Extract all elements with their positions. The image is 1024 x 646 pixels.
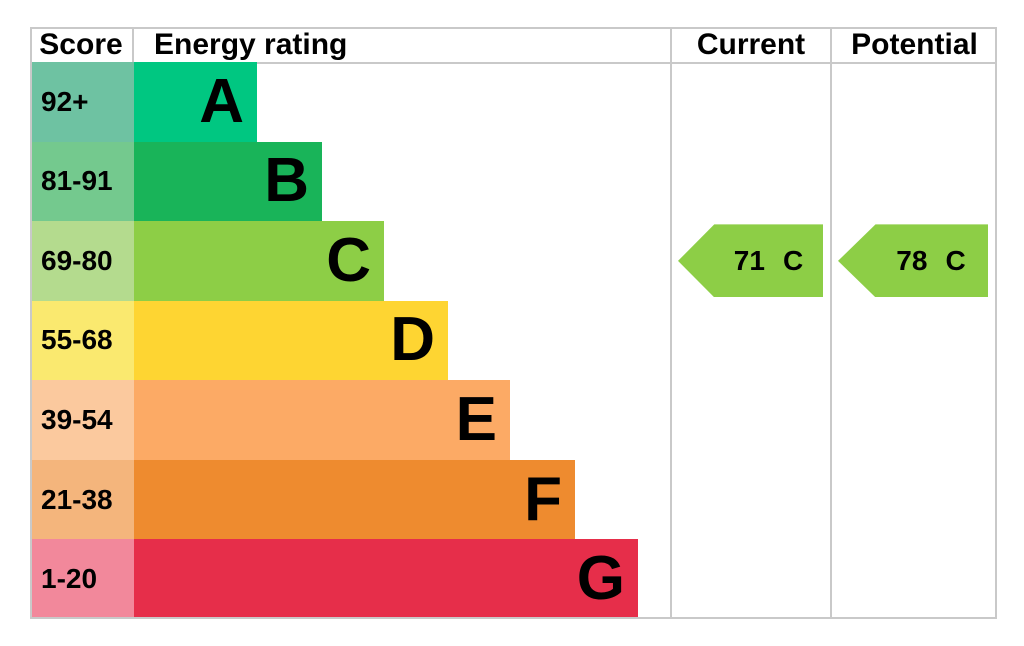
band-letter: G [576,544,625,614]
band-row: 1-20 G [30,539,997,619]
header-score: Score [39,27,123,61]
band-letter: A [199,66,244,136]
band-bar: F [134,459,575,540]
band-score-range: 81-91 [30,141,134,222]
header-divider-line [30,62,997,64]
band-row: 39-54 E [30,380,997,460]
band-bar: B [134,141,322,222]
band-letter: D [390,305,435,375]
band-score-range: 92+ [30,62,134,142]
current-column-divider [670,27,672,619]
current-rating-arrow: 71 C [678,224,823,298]
potential-band-letter: C [945,244,966,276]
band-score-range: 55-68 [30,300,134,381]
band-bar: E [134,380,510,460]
band-bar: A [134,62,257,142]
potential-column-divider [830,27,832,619]
epc-table: Score Energy rating Current Potential 92… [30,27,997,619]
band-letter: C [326,225,371,295]
score-column-divider [132,27,134,62]
band-letter: B [264,146,309,216]
band-row: 69-80 C [30,221,997,301]
current-score-value: 71 [733,244,765,276]
band-letter: E [455,385,497,455]
band-bar: D [134,300,448,381]
band-letter: F [524,464,562,534]
potential-score-value: 78 [896,244,928,276]
band-row: 55-68 D [30,300,997,381]
band-bar: C [134,221,384,301]
current-band-letter: C [782,244,804,276]
header-potential: Potential [851,27,978,61]
band-score-range: 21-38 [30,459,134,540]
header-energy-rating: Energy rating [154,27,348,61]
band-row: 21-38 F [30,459,997,540]
band-row: 92+ A [30,62,997,142]
band-score-range: 1-20 [30,539,134,619]
band-bar: G [134,539,638,619]
band-row: 81-91 B [30,141,997,222]
band-score-range: 69-80 [30,221,134,301]
header-current: Current [696,27,806,61]
band-score-range: 39-54 [30,380,134,460]
